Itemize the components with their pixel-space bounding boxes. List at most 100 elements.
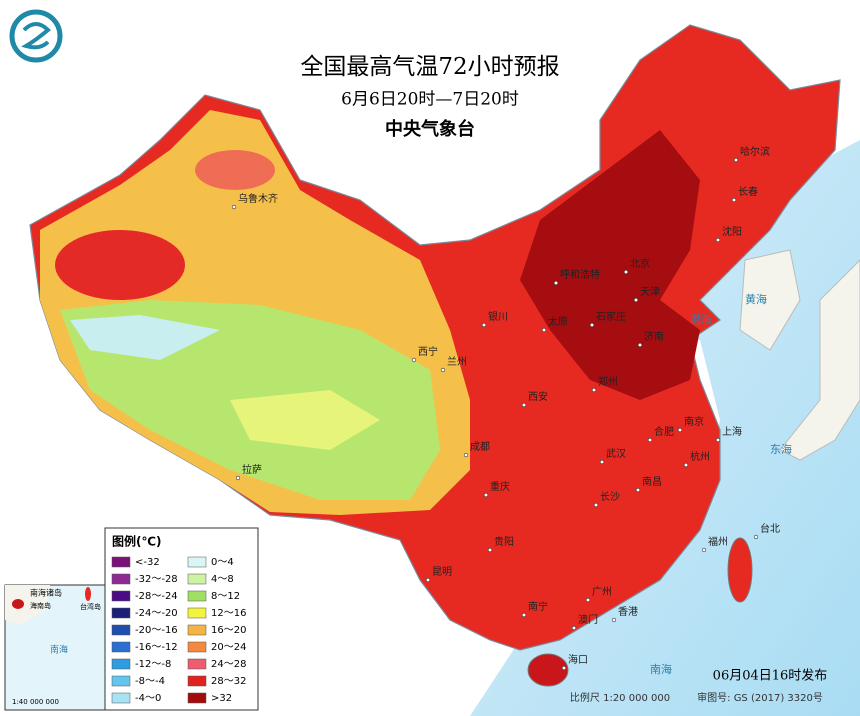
- legend-swatch: [111, 658, 131, 670]
- hot-zone: [520, 130, 700, 400]
- city-label: 银川: [488, 310, 508, 323]
- japan: [779, 259, 860, 461]
- city-label: 郑州: [598, 375, 618, 388]
- city-marker: [599, 459, 605, 465]
- city-label: 台北: [760, 522, 780, 535]
- city-label: 广州: [592, 586, 612, 598]
- legend-swatch: [111, 692, 131, 704]
- city-marker: [637, 342, 643, 348]
- legend-label: 8～12: [211, 591, 240, 602]
- mild-zone: [230, 390, 380, 450]
- legend-label: -8～-4: [135, 676, 165, 687]
- city-marker: [553, 280, 559, 286]
- city-label: 昆明: [432, 566, 452, 578]
- city-marker: [677, 427, 683, 433]
- city-marker: [593, 502, 599, 508]
- hainan: [527, 653, 569, 687]
- legend-label: 24～28: [211, 659, 246, 670]
- city-marker: [731, 197, 737, 203]
- city-marker: [623, 269, 629, 275]
- legend-label: 16～20: [211, 625, 246, 636]
- city-label: 西安: [528, 390, 548, 403]
- legend-swatch: [187, 590, 207, 602]
- city-label: 重庆: [490, 480, 510, 493]
- city-marker: [231, 204, 237, 210]
- tarim-hot: [55, 230, 185, 300]
- legend-swatch: [187, 675, 207, 687]
- city-label: 杭州: [690, 450, 710, 463]
- legend-swatch: [187, 573, 207, 585]
- city-marker: [411, 357, 417, 363]
- legend-swatch: [111, 556, 131, 568]
- legend-title: 图例(℃): [112, 534, 162, 549]
- sea-label: 东海: [770, 442, 792, 456]
- city-label: 济南: [644, 330, 664, 343]
- city-label: 上海: [722, 425, 742, 438]
- agency: 中央气象台: [385, 118, 475, 140]
- inset-hainan: [12, 599, 24, 609]
- city-label: 哈尔滨: [740, 145, 770, 158]
- city-label: 南宁: [528, 600, 548, 613]
- legend-label: -32～-28: [135, 574, 178, 585]
- city-marker: [591, 387, 597, 393]
- city-label: 南京: [684, 415, 704, 428]
- title: 全国最高气温72小时预报: [300, 54, 559, 80]
- city-marker: [611, 617, 617, 623]
- city-marker: [589, 322, 595, 328]
- inset-taiwan: [85, 587, 91, 601]
- sea-label: 渤海: [690, 312, 712, 326]
- sea-label: 黄海: [745, 292, 767, 306]
- city-marker: [521, 402, 527, 408]
- city-label: 兰州: [447, 355, 467, 368]
- city-marker: [561, 665, 567, 671]
- city-label: 南昌: [642, 475, 662, 488]
- inset-label: 南海: [50, 644, 68, 656]
- legend-items: <-32 -32～-28 -28～-24 -24～-20 -20～-16 -16～-12 -…: [111, 556, 246, 704]
- legend-swatch: [111, 641, 131, 653]
- legend-label: 12～16: [211, 608, 246, 619]
- city-label: 长春: [738, 186, 758, 198]
- city-marker: [635, 487, 641, 493]
- city-label: 太原: [548, 315, 568, 328]
- city-label: 乌鲁木齐: [238, 192, 278, 205]
- inset-label: 台湾岛: [80, 602, 101, 611]
- inset-label: 海南岛: [30, 601, 51, 610]
- city-marker: [585, 597, 591, 603]
- legend-swatch: [187, 641, 207, 653]
- city-marker: [571, 625, 577, 631]
- legend-swatch: [111, 607, 131, 619]
- legend-swatch: [111, 624, 131, 636]
- subtitle: 6月6日20时—7日20时: [341, 90, 519, 110]
- city-label: 合肥: [654, 425, 674, 438]
- city-label: 澳门: [578, 613, 598, 626]
- legend-label: -24～-20: [135, 608, 178, 619]
- legend-label: -16～-12: [135, 642, 178, 653]
- legend-label: -20～-16: [135, 625, 178, 636]
- legend-swatch: [187, 692, 207, 704]
- legend-swatch: [111, 590, 131, 602]
- inset-scale: 1:40 000 000: [12, 698, 59, 706]
- city-marker: [541, 327, 547, 333]
- legend-label: >32: [211, 693, 232, 704]
- legend-label: 0～4: [211, 557, 234, 568]
- city-label: 长沙: [600, 491, 620, 503]
- legend-swatch: [187, 624, 207, 636]
- legend-box: [104, 527, 259, 711]
- scale: 比例尺 1:20 000 000: [570, 691, 670, 704]
- legend-label: -4～0: [135, 693, 161, 704]
- city-label: 成都: [470, 441, 490, 453]
- city-label: 天津: [640, 286, 660, 298]
- legend-label: <-32: [135, 557, 160, 568]
- city-label: 西宁: [418, 345, 438, 358]
- city-marker: [647, 437, 653, 443]
- legend-label: -12～-8: [135, 659, 171, 670]
- city-marker: [701, 547, 707, 553]
- city-marker: [715, 437, 721, 443]
- city-marker: [487, 547, 493, 553]
- sea-label: 南海: [650, 662, 672, 676]
- city-label: 拉萨: [242, 463, 262, 476]
- city-marker: [235, 475, 241, 481]
- legend-swatch: [111, 573, 131, 585]
